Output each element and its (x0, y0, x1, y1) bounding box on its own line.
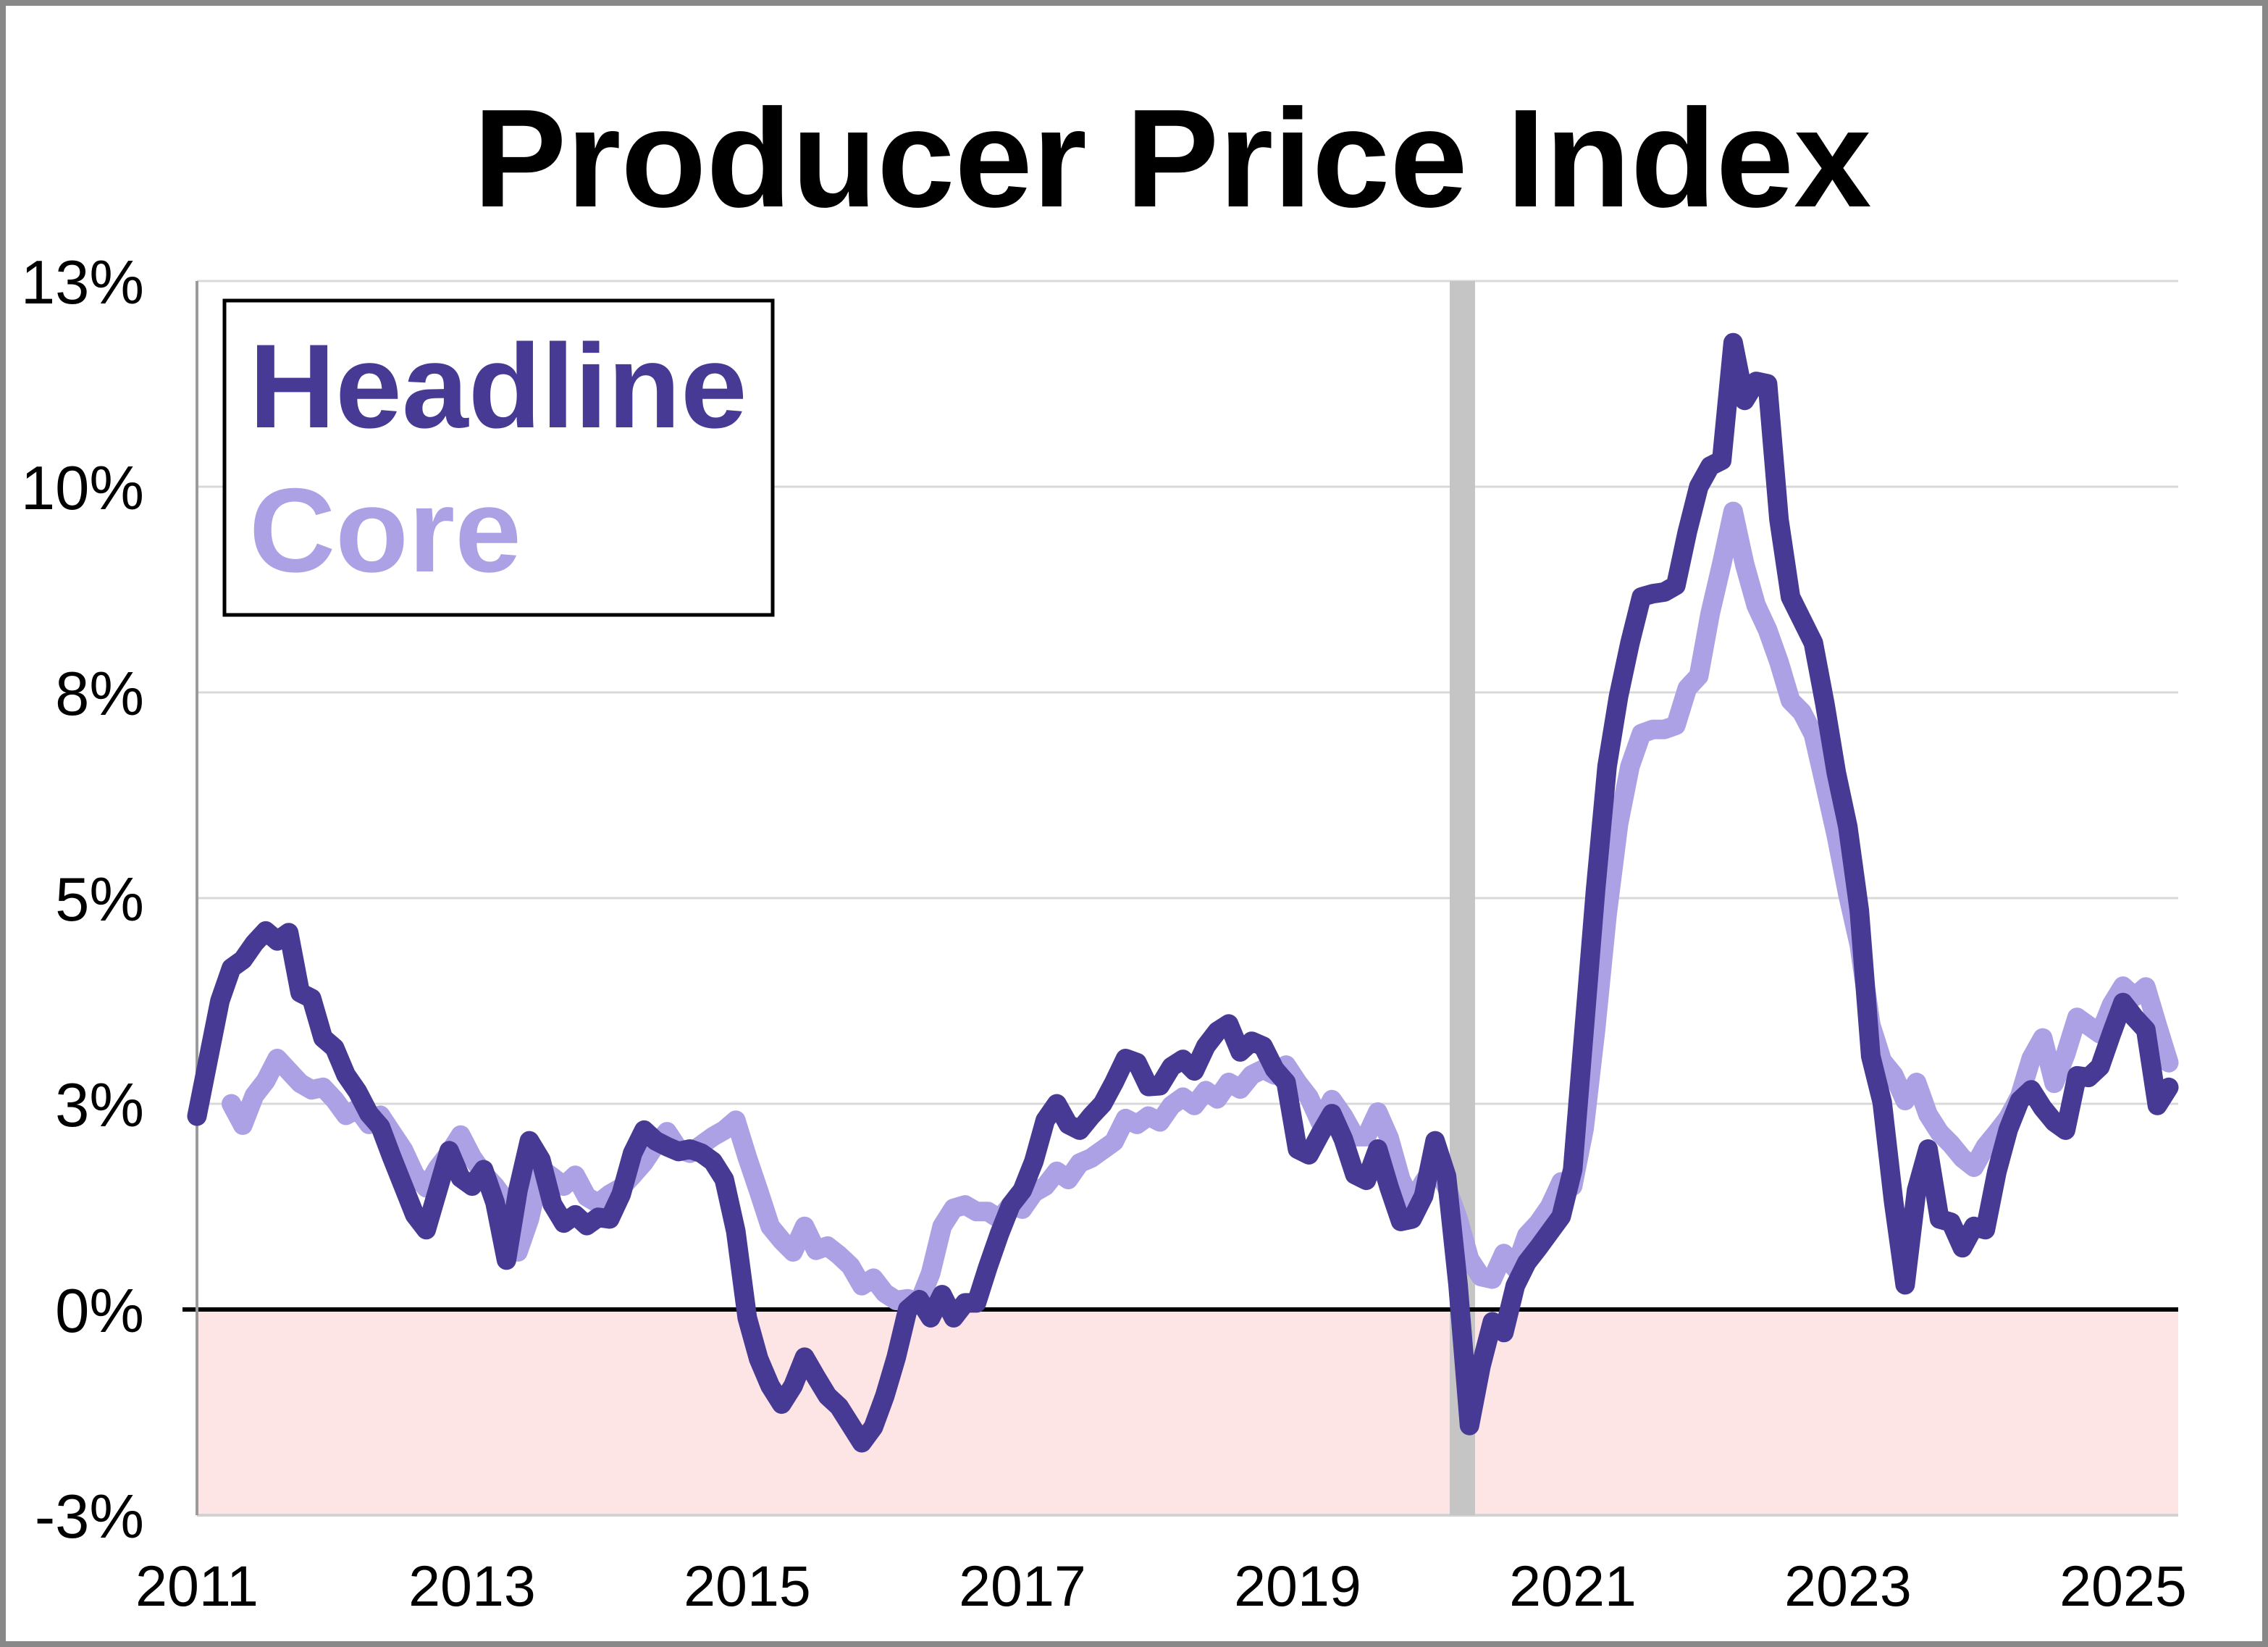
svg-text:2021: 2021 (1509, 1554, 1637, 1618)
svg-text:2017: 2017 (959, 1554, 1086, 1618)
svg-text:2013: 2013 (408, 1554, 536, 1618)
svg-text:3%: 3% (55, 1071, 144, 1140)
svg-text:2025: 2025 (2059, 1554, 2187, 1618)
svg-text:8%: 8% (55, 660, 144, 729)
svg-text:10%: 10% (21, 454, 144, 523)
svg-text:Core: Core (249, 464, 521, 597)
svg-text:13%: 13% (21, 248, 144, 317)
svg-text:2015: 2015 (684, 1554, 811, 1618)
svg-text:-3%: -3% (35, 1483, 144, 1551)
svg-text:Producer Price Index: Producer Price Index (474, 80, 1872, 236)
svg-text:2011: 2011 (135, 1554, 259, 1618)
svg-text:0%: 0% (55, 1277, 144, 1346)
svg-text:5%: 5% (55, 866, 144, 934)
svg-text:2023: 2023 (1784, 1554, 1912, 1618)
svg-text:2019: 2019 (1234, 1554, 1361, 1618)
svg-text:Headline: Headline (249, 319, 747, 453)
